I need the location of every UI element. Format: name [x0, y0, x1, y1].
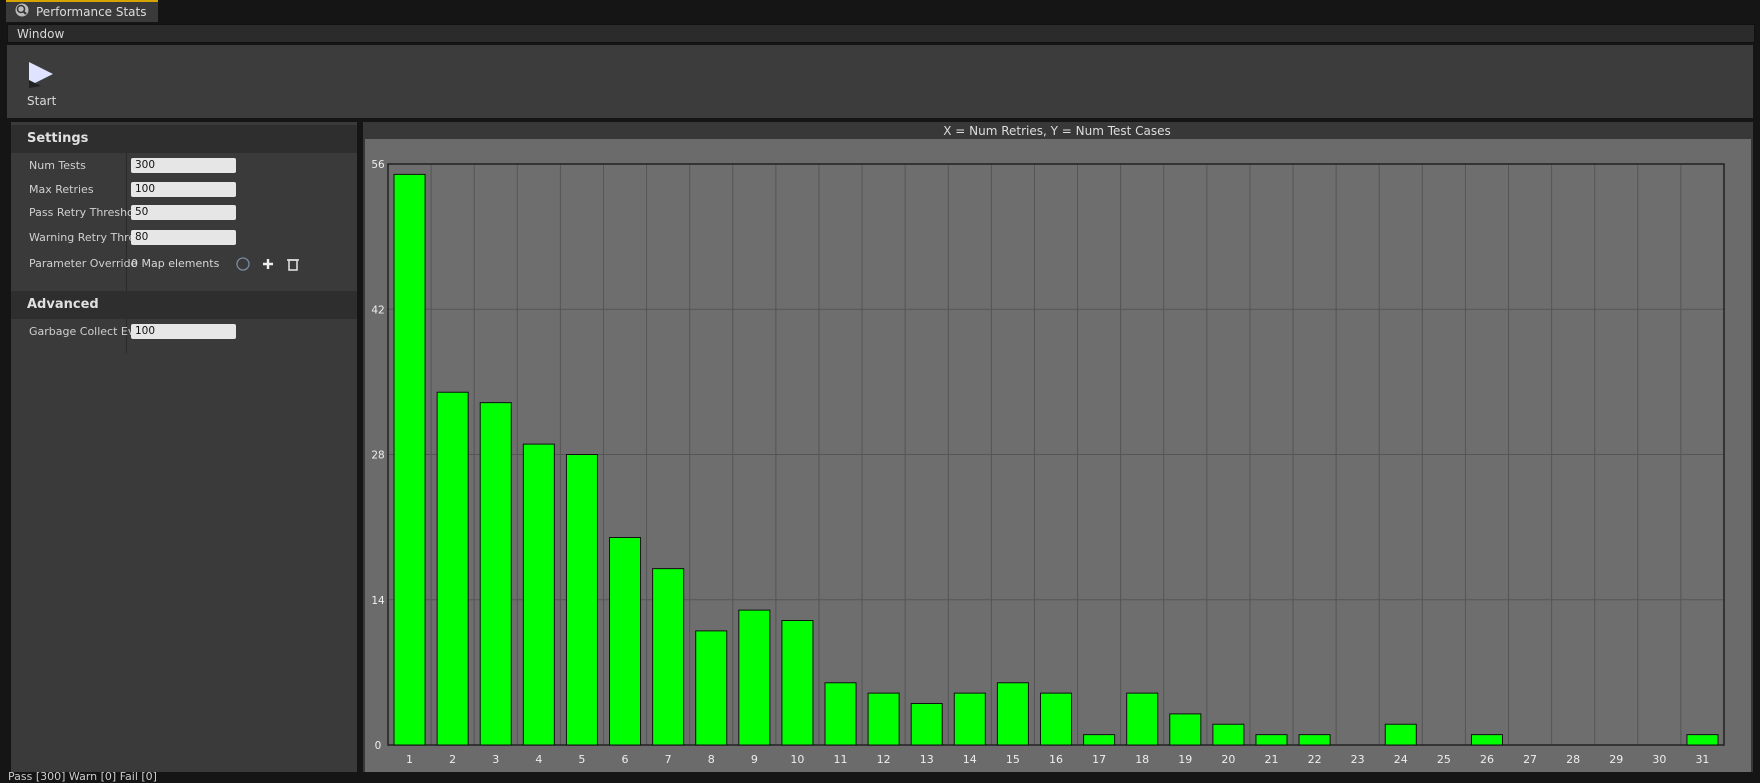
x-tick-label: 17: [1092, 753, 1106, 766]
x-tick-label: 16: [1049, 753, 1063, 766]
y-tick-label: 42: [371, 304, 384, 316]
bar: [1212, 723, 1245, 746]
x-tick-label: 11: [834, 753, 848, 766]
x-tick-label: 27: [1523, 753, 1537, 766]
bar: [781, 620, 814, 746]
x-tick-label: 3: [492, 753, 499, 766]
menu-bar: Window: [7, 24, 1755, 43]
x-tick-label: 5: [578, 753, 585, 766]
property-label: Parameter Override: [29, 257, 137, 270]
x-tick-label: 10: [790, 753, 804, 766]
y-tick-label: 56: [371, 159, 385, 171]
tab-icon: [15, 3, 29, 17]
x-tick-label: 29: [1609, 753, 1623, 766]
menu-item[interactable]: Window: [17, 27, 65, 41]
override-icons[interactable]: [235, 256, 315, 272]
property-label: Num Tests: [29, 159, 86, 172]
bar: [479, 402, 512, 746]
property-input[interactable]: 100: [131, 182, 236, 197]
property-label: Warning Retry Thres: [29, 231, 137, 244]
y-tick-label: 0: [375, 740, 382, 752]
x-tick-label: 30: [1652, 753, 1666, 766]
start-icon[interactable]: [27, 60, 55, 90]
x-tick-label: 7: [665, 753, 672, 766]
bar: [609, 537, 642, 746]
bar: [1039, 692, 1073, 746]
property-input[interactable]: 50: [131, 205, 236, 220]
tab[interactable]: Performance Stats: [6, 0, 158, 22]
details-panel: Settings Num Tests 300 Max Retries 100 Pass R…: [11, 122, 357, 772]
property-input[interactable]: 300: [131, 158, 236, 173]
x-tick-label: 14: [963, 753, 977, 766]
x-tick-label: 28: [1566, 753, 1580, 766]
tab-title: Performance Stats: [36, 5, 147, 19]
x-tick-label: 9: [751, 753, 758, 766]
y-tick-label: 14: [371, 595, 385, 607]
x-tick-label: 12: [877, 753, 891, 766]
bar: [565, 454, 598, 746]
bar: [652, 568, 685, 746]
property-input[interactable]: 80: [131, 230, 236, 245]
bar: [1470, 734, 1503, 746]
x-tick-label: 13: [920, 753, 934, 766]
property-input[interactable]: 100: [131, 324, 236, 339]
bar: [1083, 734, 1116, 746]
bar: [522, 443, 555, 746]
bar: [1126, 692, 1159, 746]
bar: [738, 609, 771, 746]
x-tick-label: 26: [1480, 753, 1494, 766]
bar: [1384, 723, 1417, 746]
x-tick-label: 4: [535, 753, 542, 766]
property-value: 0 Map elements: [131, 257, 220, 270]
status-text: Pass [300] Warn [0] Fail [0]: [8, 770, 157, 783]
bar: [393, 173, 426, 746]
bar: [695, 630, 728, 746]
chart: X = Num Retries, Y = Num Test Cases01428…: [363, 122, 1753, 772]
column-divider: [126, 319, 127, 353]
property-label: Max Retries: [29, 183, 94, 196]
x-tick-label: 1: [406, 753, 413, 766]
bar: [436, 391, 469, 746]
column-divider: [126, 150, 127, 330]
property-label: Garbage Collect Eve: [29, 325, 137, 338]
bar: [953, 692, 986, 746]
x-tick-label: 20: [1221, 753, 1235, 766]
x-tick-label: 18: [1135, 753, 1149, 766]
x-tick-label: 24: [1394, 753, 1408, 766]
chart-title: X = Num Retries, Y = Num Test Cases: [943, 124, 1171, 138]
x-tick-label: 8: [708, 753, 715, 766]
x-tick-label: 6: [622, 753, 629, 766]
x-tick-label: 15: [1006, 753, 1020, 766]
x-tick-label: 21: [1264, 753, 1278, 766]
bar: [867, 692, 900, 746]
bar: [910, 703, 943, 746]
start-button-label[interactable]: Start: [27, 94, 57, 108]
y-tick-label: 28: [371, 450, 384, 462]
x-tick-label: 19: [1178, 753, 1192, 766]
x-tick-label: 22: [1308, 753, 1322, 766]
bar: [1255, 734, 1288, 746]
x-tick-label: 23: [1351, 753, 1365, 766]
x-tick-label: 2: [449, 753, 456, 766]
bar: [1169, 713, 1202, 746]
bar: [1686, 734, 1719, 746]
x-tick-label: 31: [1695, 753, 1709, 766]
x-tick-label: 25: [1437, 753, 1451, 766]
toolbar: [7, 45, 1753, 118]
bar: [996, 682, 1029, 746]
section-header[interactable]: Advanced: [11, 291, 357, 319]
property-label: Pass Retry Thresho: [29, 206, 134, 219]
bar: [824, 682, 857, 746]
bar: [1298, 734, 1331, 746]
section-header[interactable]: Settings: [11, 125, 357, 153]
